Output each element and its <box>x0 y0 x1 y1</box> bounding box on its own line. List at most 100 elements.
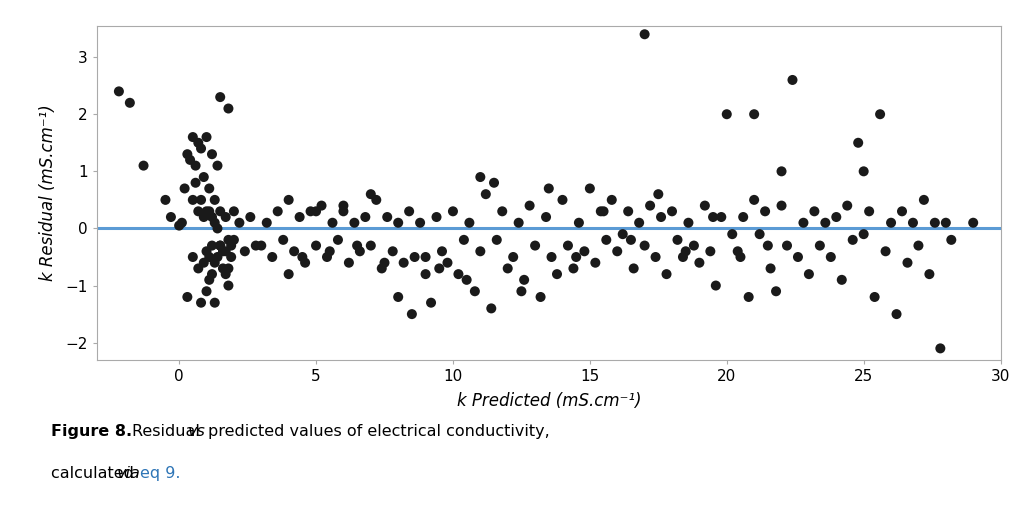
Point <box>861 207 877 215</box>
Point <box>221 264 237 272</box>
Point <box>522 201 538 210</box>
Text: calculated: calculated <box>51 466 139 481</box>
Point <box>921 270 937 278</box>
Point <box>678 247 694 255</box>
Point <box>217 270 234 278</box>
Point <box>185 196 201 204</box>
Point <box>768 287 784 296</box>
Point <box>823 253 839 261</box>
Point <box>486 179 502 187</box>
Point <box>773 167 789 175</box>
Point <box>636 30 652 39</box>
Point <box>807 207 823 215</box>
Point <box>670 236 686 244</box>
Point <box>877 247 893 255</box>
Point <box>659 270 675 278</box>
Point <box>478 190 494 198</box>
Point <box>403 310 420 318</box>
Point <box>357 213 374 221</box>
Point <box>226 236 242 244</box>
Point <box>231 218 247 227</box>
Point <box>732 253 748 261</box>
Y-axis label: k Residual (mS.cm⁻¹): k Residual (mS.cm⁻¹) <box>39 104 57 281</box>
Point <box>680 218 696 227</box>
Point <box>532 293 548 301</box>
Point <box>264 253 281 261</box>
Point <box>258 218 275 227</box>
Point <box>461 218 478 227</box>
Point <box>212 93 229 101</box>
Point <box>626 264 642 272</box>
Point <box>510 218 527 227</box>
Point <box>188 179 204 187</box>
Point <box>828 213 844 221</box>
Point <box>313 201 330 210</box>
Point <box>494 207 510 215</box>
Text: Figure 8.: Figure 8. <box>51 425 132 439</box>
Point <box>206 196 223 204</box>
Point <box>730 247 746 255</box>
Point <box>779 242 795 250</box>
Point <box>319 253 335 261</box>
Point <box>204 150 221 158</box>
Point <box>196 259 212 267</box>
Point <box>374 264 390 272</box>
Point <box>631 218 647 227</box>
Point <box>571 218 587 227</box>
Point <box>406 253 423 261</box>
Point <box>740 293 757 301</box>
Point <box>302 207 319 215</box>
Point <box>943 236 960 244</box>
Point <box>180 150 196 158</box>
Point <box>198 247 214 255</box>
Point <box>965 218 981 227</box>
Point <box>242 213 258 221</box>
Point <box>505 253 522 261</box>
Point <box>162 213 179 221</box>
Point <box>916 196 932 204</box>
Point <box>472 173 488 181</box>
Point <box>603 196 620 204</box>
Point <box>595 207 612 215</box>
Point <box>121 99 138 107</box>
Point <box>198 207 214 215</box>
Point <box>193 144 209 153</box>
Point <box>204 213 221 221</box>
Point <box>308 207 325 215</box>
Point <box>429 213 445 221</box>
Point <box>751 230 768 238</box>
Point <box>180 293 196 301</box>
Point <box>800 270 817 278</box>
Point <box>587 259 603 267</box>
Point <box>549 270 566 278</box>
Point <box>708 282 724 290</box>
Point <box>201 185 217 193</box>
Text: predicted values of electrical conductivity,: predicted values of electrical conductiv… <box>208 425 550 439</box>
Point <box>636 242 652 250</box>
Point <box>527 242 543 250</box>
Point <box>185 133 201 141</box>
Point <box>850 139 867 147</box>
Point <box>221 104 237 113</box>
Point <box>900 259 916 267</box>
Point <box>566 264 582 272</box>
Point <box>467 287 483 296</box>
Point <box>212 242 229 250</box>
Point <box>196 173 212 181</box>
Point <box>270 207 286 215</box>
Point <box>784 76 800 84</box>
Point <box>691 259 708 267</box>
Point <box>568 253 584 261</box>
Point <box>867 293 883 301</box>
Point <box>411 218 428 227</box>
Point <box>623 236 639 244</box>
Point <box>856 230 872 238</box>
Point <box>483 304 499 313</box>
Point <box>237 247 253 255</box>
Point <box>543 253 560 261</box>
X-axis label: k Predicted (mS.cm⁻¹): k Predicted (mS.cm⁻¹) <box>456 392 641 410</box>
Point <box>221 236 237 244</box>
Text: eq 9.: eq 9. <box>140 466 181 481</box>
Point <box>489 236 505 244</box>
Point <box>346 218 362 227</box>
